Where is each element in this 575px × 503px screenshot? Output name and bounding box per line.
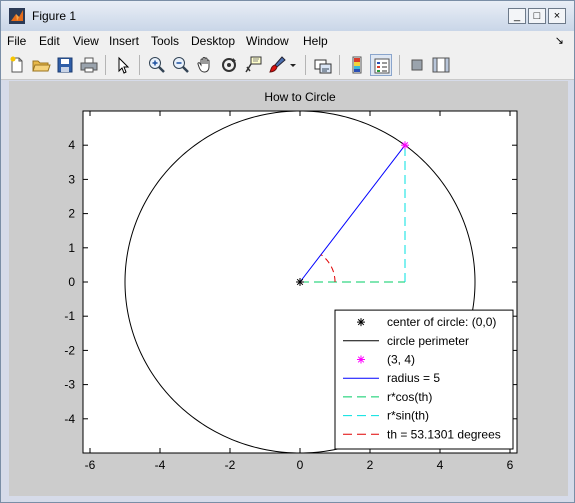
y-tick-label: -4 (64, 412, 75, 426)
x-tick-label: -6 (85, 458, 96, 472)
open-file-icon[interactable] (31, 55, 51, 75)
minimize-button[interactable]: _ (508, 8, 526, 24)
pan-hand-icon[interactable] (195, 55, 215, 75)
legend-label: circle perimeter (387, 334, 469, 348)
y-tick-label: 1 (68, 241, 75, 255)
brush-dropdown-icon[interactable] (287, 55, 299, 75)
series-line-3 (299, 144, 406, 283)
legend-marker (357, 355, 365, 364)
y-tick-label: -1 (64, 309, 75, 323)
toolbar-separator (305, 55, 306, 75)
legend-label: center of circle: (0,0) (387, 315, 496, 329)
save-icon[interactable] (55, 55, 75, 75)
hide-plot-tools-icon[interactable] (407, 55, 427, 75)
y-tick-label: -2 (64, 343, 75, 357)
zoom-out-icon[interactable] (171, 55, 191, 75)
menu-desktop[interactable]: Desktop (191, 34, 236, 48)
dock-arrow-icon[interactable]: ↘ (554, 35, 564, 47)
insert-legend-icon (374, 58, 390, 74)
y-tick-label: -3 (64, 378, 75, 392)
x-tick-label: -4 (155, 458, 166, 472)
data-cursor-icon[interactable] (243, 55, 263, 75)
plot-canvas[interactable]: How to Circle -6 -4 -2 0 2 4 6 -4 -3 -2 -1 0 1 2 3 4 ce… (9, 81, 568, 496)
y-tick-label: 3 (68, 172, 75, 186)
x-tick-label: 4 (437, 458, 444, 472)
menu-view[interactable]: View (73, 34, 99, 48)
toolbar-separator (339, 55, 340, 75)
legend-label: (3, 4) (387, 353, 415, 367)
y-tick-label: 2 (68, 207, 75, 221)
x-tick-label: 0 (297, 458, 304, 472)
y-tick-label: 4 (68, 138, 75, 152)
maximize-button[interactable]: □ (528, 8, 546, 24)
insert-colorbar-icon[interactable] (347, 55, 367, 75)
matlab-app-icon (9, 8, 25, 24)
close-button[interactable]: × (548, 8, 566, 24)
legend-label: r*cos(th) (387, 390, 432, 404)
toolbar-separator (139, 55, 140, 75)
zoom-in-icon[interactable] (147, 55, 167, 75)
x-tick-label: 6 (507, 458, 514, 472)
legend-label: th = 53.1301 degrees (387, 427, 501, 441)
x-tick-label: -2 (225, 458, 236, 472)
brush-icon[interactable] (267, 55, 287, 75)
menu-bar: File Edit View Insert Tools Desktop Wind… (1, 31, 574, 51)
chart-title: How to Circle (264, 90, 336, 104)
menu-insert[interactable]: Insert (109, 34, 140, 48)
link-plot-icon[interactable] (313, 55, 333, 75)
legend-box (334, 309, 514, 450)
marker-point-2 (401, 141, 409, 150)
edit-plot-arrow-icon[interactable] (113, 55, 133, 75)
new-figure-icon[interactable] (7, 55, 27, 75)
marker-point-0 (296, 278, 304, 286)
angle-arc (320, 254, 336, 283)
figure-canvas: How to Circle -6 -4 -2 0 2 4 6 -4 -3 -2 -1 0 1 2 3 4 ce… (9, 81, 568, 496)
insert-legend-button[interactable] (370, 54, 392, 76)
legend-label: r*sin(th) (387, 409, 429, 423)
legend-label: radius = 5 (387, 371, 440, 385)
menu-edit[interactable]: Edit (39, 34, 60, 48)
menu-file[interactable]: File (7, 34, 27, 48)
title-bar[interactable]: Figure 1 _ □ × (1, 1, 574, 31)
y-tick-label: 0 (68, 275, 75, 289)
rotate-3d-icon[interactable] (219, 55, 239, 75)
menu-window[interactable]: Window (246, 34, 289, 48)
print-icon[interactable] (79, 55, 99, 75)
x-tick-label: 2 (367, 458, 374, 472)
show-plot-tools-icon[interactable] (431, 55, 451, 75)
toolbar-separator (399, 55, 400, 75)
window-title: Figure 1 (32, 9, 77, 23)
menu-tools[interactable]: Tools (151, 34, 180, 48)
legend-marker (357, 318, 365, 327)
figure-toolbar (1, 51, 574, 80)
menu-help[interactable]: Help (303, 34, 328, 48)
toolbar-separator (105, 55, 106, 75)
